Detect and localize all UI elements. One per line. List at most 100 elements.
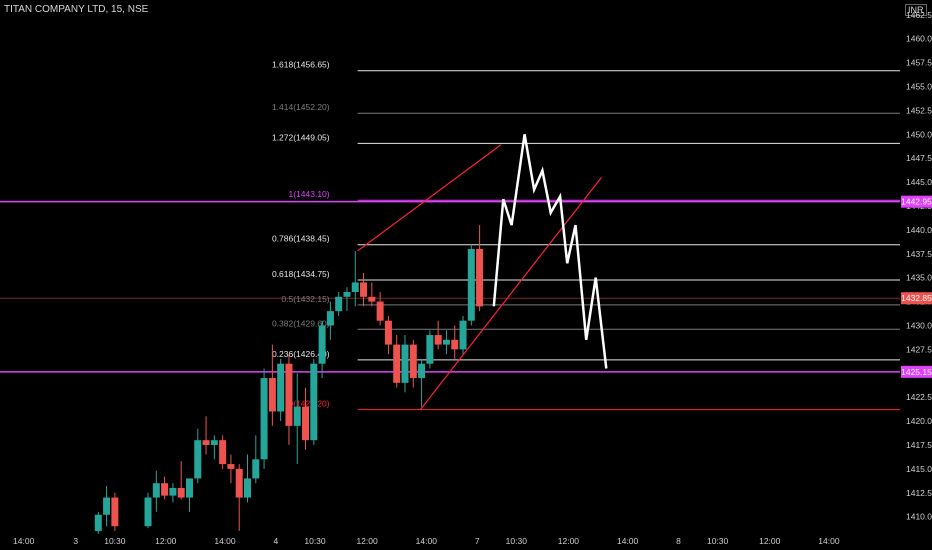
candle-body	[434, 335, 442, 345]
price-tag-label: 1425.15	[901, 367, 932, 377]
candle-body	[351, 282, 359, 293]
price-tick-label: 1462.50	[906, 10, 932, 20]
candle-body	[368, 296, 376, 302]
candle-body	[103, 497, 111, 515]
fib-level-label: 1.618(1456.65)	[272, 60, 330, 70]
time-tick-label: 10:30	[104, 536, 126, 546]
candle-body	[161, 483, 169, 496]
candle-body	[326, 311, 334, 326]
candle-body	[235, 468, 243, 498]
candle-body	[426, 335, 434, 364]
price-tick-label: 1447.50	[906, 153, 932, 163]
candle-body	[384, 320, 392, 345]
fib-level-label: 1.272(1449.05)	[272, 132, 330, 142]
candle-body	[111, 497, 119, 527]
candle-body	[144, 497, 152, 527]
time-tick-label: 3	[73, 536, 78, 546]
candle-body	[252, 459, 260, 479]
fib-level-label: 0.786(1438.45)	[272, 234, 330, 244]
candle-body	[393, 344, 401, 383]
candle-body	[451, 339, 459, 350]
fib-level-label: 0.236(1426.40)	[272, 349, 330, 359]
candle-body	[152, 483, 160, 498]
candle-body	[169, 487, 177, 496]
fib-level-label: 0.5(1432.15)	[281, 294, 329, 304]
candle-body	[177, 487, 185, 498]
channel-trendline	[419, 176, 603, 410]
candle-body	[185, 478, 193, 498]
fib-level-label: 0(1421.20)	[289, 399, 330, 409]
time-tick-label: 12:00	[356, 536, 378, 546]
candle-body	[442, 339, 450, 345]
candle-body	[227, 464, 235, 469]
price-tick-label: 1437.50	[906, 249, 932, 259]
price-tag-label: 1442.95	[901, 197, 932, 207]
candle-body	[293, 406, 301, 426]
price-tag-label: 1432.85	[901, 293, 932, 303]
fib-level-label: 1(1443.10)	[289, 189, 330, 199]
price-tick-label: 1422.50	[906, 392, 932, 402]
time-tick-label: 14:00	[214, 536, 236, 546]
time-tick-label: 10:30	[707, 536, 729, 546]
candle-body	[210, 440, 218, 445]
time-tick-label: 14:00	[818, 536, 840, 546]
price-tick-label: 1412.50	[906, 488, 932, 498]
candle-body	[219, 440, 227, 465]
candle-body	[310, 363, 318, 441]
candle-body	[94, 514, 102, 531]
time-tick-label: 14:00	[13, 536, 35, 546]
time-tick-label: 10:30	[304, 536, 326, 546]
candle-body	[418, 363, 426, 379]
candle-body	[401, 344, 409, 383]
price-tick-label: 1450.00	[906, 129, 932, 139]
time-tick-label: 14:00	[416, 536, 438, 546]
candle-body	[194, 440, 202, 479]
candle-body	[260, 378, 268, 460]
candle-body	[376, 301, 384, 321]
price-tick-label: 1427.50	[906, 344, 932, 354]
candle-body	[343, 292, 351, 297]
candle-body	[202, 440, 210, 445]
time-tick-label: 4	[274, 536, 279, 546]
price-tick-label: 1455.00	[906, 81, 932, 91]
time-tick-label: 12:00	[155, 536, 177, 546]
time-tick-label: 7	[475, 536, 480, 546]
fib-level-label: 0.382(1429.60)	[272, 318, 330, 328]
price-tick-label: 1417.50	[906, 440, 932, 450]
price-tick-label: 1457.50	[906, 58, 932, 68]
candle-body	[459, 320, 467, 350]
price-tag	[901, 365, 932, 378]
price-tick-label: 1445.00	[906, 177, 932, 187]
candle-body	[409, 344, 417, 379]
candle-body	[476, 248, 484, 307]
candle-body	[318, 325, 326, 364]
price-tag	[901, 292, 932, 305]
candle-body	[467, 248, 475, 321]
price-tick-label: 1420.00	[906, 416, 932, 426]
time-tick-label: 8	[676, 536, 681, 546]
price-tick-label: 1435.00	[906, 273, 932, 283]
candle-body	[302, 406, 310, 441]
fib-level-label: 1.414(1452.20)	[272, 102, 330, 112]
price-tick-label: 1460.00	[906, 34, 932, 44]
chart-title: TITAN COMPANY LTD, 15, NSE	[4, 4, 149, 15]
time-tick-label: 12:00	[759, 536, 781, 546]
candle-body	[285, 363, 293, 426]
currency-badge[interactable]: INR	[905, 4, 927, 16]
price-tick-label: 1440.00	[906, 225, 932, 235]
time-tick-label: 14:00	[617, 536, 639, 546]
price-tag	[901, 195, 932, 208]
candle-body	[277, 363, 285, 412]
time-tick-label: 12:00	[558, 536, 580, 546]
channel-trendline	[357, 144, 502, 252]
candle-body	[244, 478, 251, 498]
time-tick-label: 10:30	[506, 536, 528, 546]
candle-body	[360, 282, 368, 297]
candle-body	[268, 378, 276, 412]
price-tick-label: 1452.50	[906, 105, 932, 115]
candle-body	[335, 296, 343, 312]
fib-level-label: 0.618(1434.75)	[272, 269, 330, 279]
projected-price-path	[492, 134, 608, 369]
price-tick-label: 1430.00	[906, 320, 932, 330]
